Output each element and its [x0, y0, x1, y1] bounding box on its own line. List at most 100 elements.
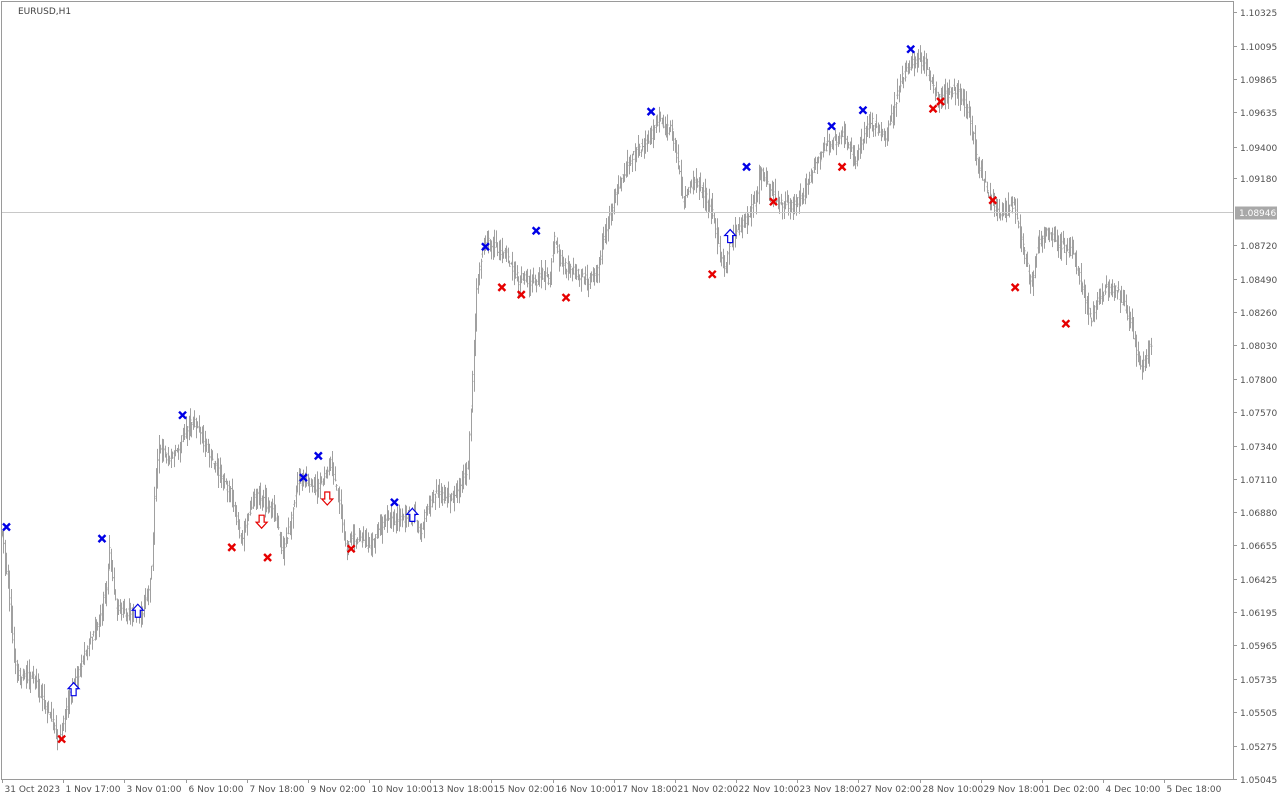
time-tick-label: 15 Nov 02:00 — [494, 785, 555, 795]
ohlc-bar — [20, 676, 23, 689]
time-tick-label: 3 Nov 01:00 — [127, 785, 182, 795]
ohlc-bar — [1142, 351, 1145, 373]
ohlc-bar — [377, 522, 380, 539]
ohlc-bar — [802, 187, 805, 204]
ohlc-bar — [644, 130, 647, 154]
ohlc-bar — [235, 505, 238, 526]
ohlc-bar — [760, 167, 763, 191]
red-cross-marker — [837, 162, 847, 172]
price-tick-label: 1.05505 — [1240, 709, 1277, 719]
ohlc-bar — [514, 261, 517, 279]
price-tick-label: 1.09635 — [1240, 109, 1277, 119]
blue-cross-marker — [646, 107, 656, 116]
ohlc-bar — [899, 74, 902, 93]
ohlc-bar — [720, 251, 723, 267]
red-cross-marker — [57, 734, 67, 744]
ohlc-bar — [908, 60, 911, 74]
ohlc-bar — [917, 49, 920, 68]
blue-cross-marker — [313, 451, 323, 461]
ohlc-bar — [608, 205, 611, 230]
ohlc-bar — [847, 141, 850, 149]
ohlc-bar — [1116, 290, 1119, 300]
ohlc-bar — [672, 131, 675, 151]
ohlc-bar — [52, 708, 55, 731]
ohlc-bar — [1022, 233, 1025, 255]
ohlc-bar — [681, 176, 684, 199]
ohlc-bar — [1078, 267, 1081, 285]
time-axis[interactable]: 31 Oct 2023 1 Nov 17:00 3 Nov 01:00 6 Nov 1… — [2, 779, 1222, 795]
ohlc-bar — [593, 268, 596, 286]
blue-cross-marker — [390, 497, 399, 507]
time-tick-label: 17 Nov 18:00 — [617, 785, 678, 795]
ohlc-bar — [162, 439, 165, 462]
ohlc-bar — [450, 492, 453, 502]
ohlc-bar — [987, 191, 990, 198]
ohlc-bar — [286, 537, 289, 544]
ohlc-bar — [1066, 238, 1069, 252]
price-axis[interactable]: 1.10325 1.10095 1.09865 1.09635 1.09400 1.091… — [1233, 9, 1277, 786]
ohlc-bar — [86, 645, 89, 661]
ohlc-bar — [226, 480, 229, 503]
ohlc-bar — [1089, 307, 1092, 318]
ohlc-bar — [1016, 198, 1019, 220]
time-tick-label: 22 Nov 10:00 — [739, 785, 800, 795]
ohlc-bar — [74, 668, 77, 687]
ohlc-bar — [1090, 317, 1093, 327]
ohlc-bar — [365, 528, 368, 547]
ohlc-bar — [164, 445, 167, 458]
price-tick-label: 1.05275 — [1240, 743, 1277, 753]
ohlc-bar — [620, 177, 623, 192]
ohlc-bar — [399, 508, 402, 527]
ohlc-bar — [857, 144, 860, 161]
ohlc-bar — [268, 500, 271, 513]
ohlc-bar — [296, 472, 299, 493]
ohlc-bar — [726, 250, 729, 274]
ohlc-bar — [841, 126, 844, 138]
ohlc-bar — [1129, 311, 1132, 329]
ohlc-bar — [963, 89, 966, 117]
red-cross-marker — [936, 97, 945, 106]
ohlc-bar — [493, 229, 496, 258]
ohlc-bar — [556, 237, 559, 254]
ohlc-bar — [984, 171, 987, 183]
ohlc-bar — [381, 516, 384, 544]
ohlc-bar — [214, 460, 217, 473]
ohlc-bar — [1096, 291, 1099, 310]
blue-cross-marker — [97, 534, 107, 543]
red-cross-marker — [516, 290, 526, 299]
ohlc-bar — [105, 581, 108, 607]
ohlc-bar — [614, 188, 617, 204]
ohlc-bar — [183, 424, 186, 441]
ohlc-bar — [813, 158, 816, 174]
ohlc-bar — [41, 683, 44, 712]
red-cross-marker — [227, 543, 237, 552]
ohlc-bar — [156, 448, 159, 489]
ohlc-bar — [705, 187, 708, 212]
price-tick-label: 1.09180 — [1240, 175, 1277, 185]
price-tick-label: 1.06655 — [1240, 542, 1277, 552]
ohlc-bar — [735, 224, 738, 239]
ohlc-bar — [850, 137, 853, 153]
ohlc-bar — [1126, 305, 1129, 321]
ohlc-bar — [334, 466, 337, 482]
ohlc-bar — [159, 444, 162, 454]
price-tick-label: 1.05965 — [1240, 642, 1277, 652]
ohlc-bar — [405, 505, 408, 528]
ohlc-bar — [1087, 292, 1090, 325]
ohlc-bar — [904, 62, 907, 82]
ohlc-bar — [523, 271, 526, 285]
ohlc-bar — [550, 258, 553, 285]
ohlc-bar — [126, 612, 129, 625]
ohlc-bar — [1075, 250, 1078, 275]
ohlc-bar — [544, 260, 547, 291]
ohlc-bar — [1072, 239, 1075, 255]
ohlc-bar — [196, 421, 199, 429]
ohlc-bar — [696, 178, 699, 188]
ohlc-bar — [596, 264, 599, 284]
price-tick-label: 1.07570 — [1240, 409, 1277, 419]
ohlc-bar — [617, 175, 620, 195]
ohlc-bar — [271, 498, 274, 518]
ohlc-bar — [666, 114, 669, 141]
